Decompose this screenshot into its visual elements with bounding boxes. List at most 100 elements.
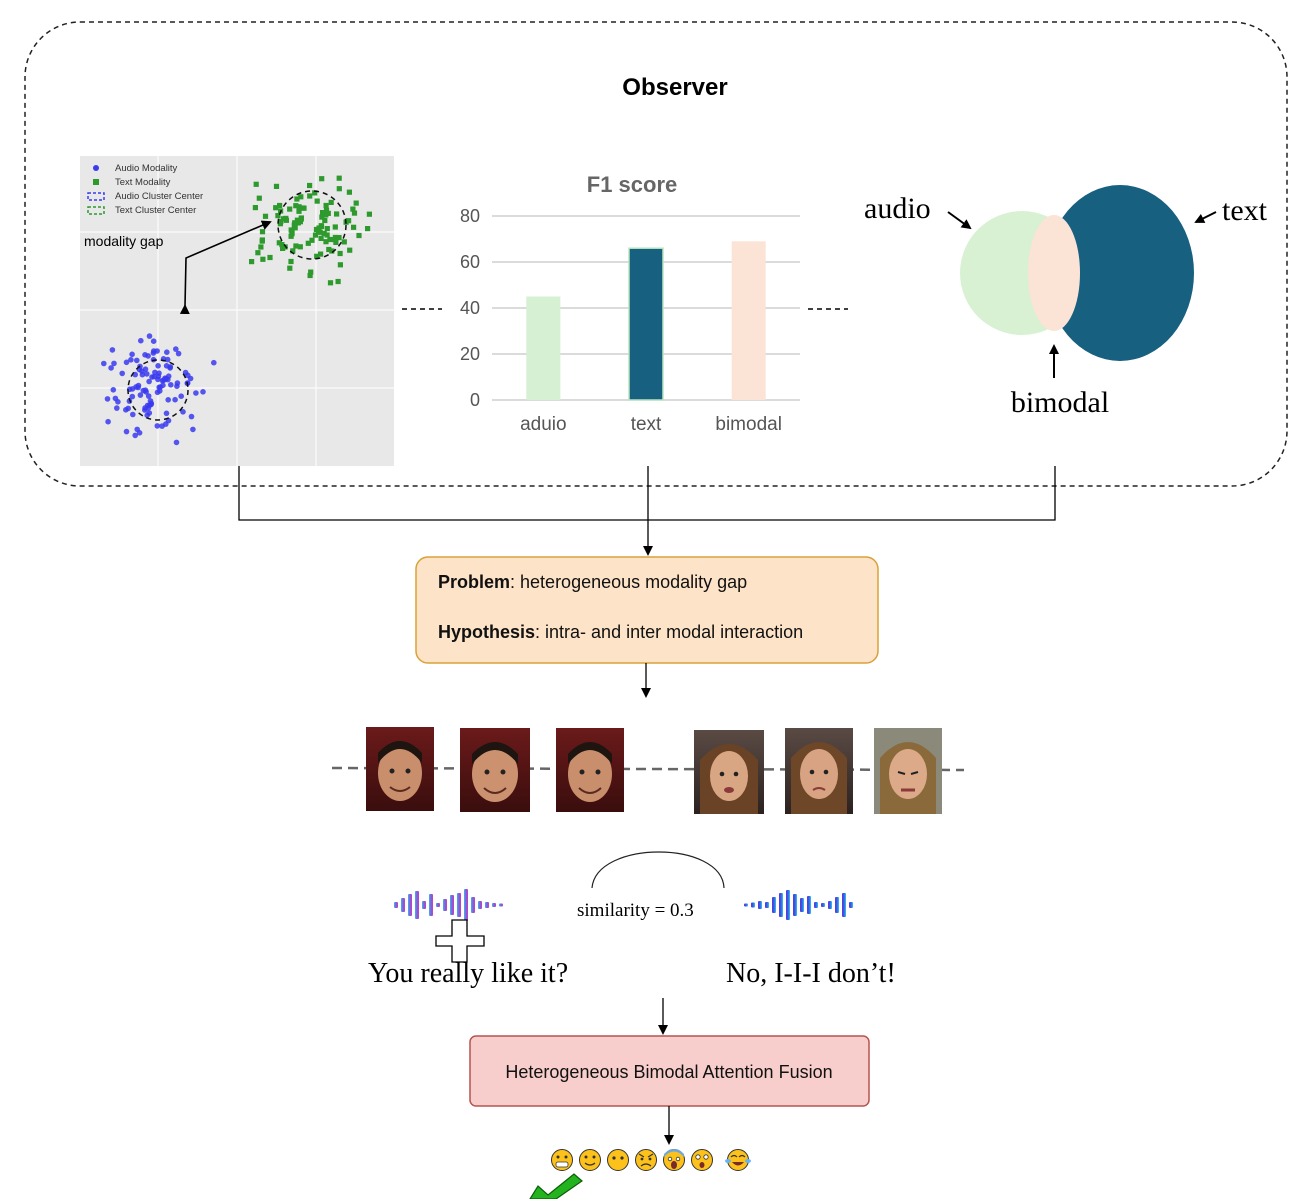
venn-text-circle: [1046, 185, 1194, 361]
waveform-bar: [758, 901, 762, 909]
astonished-face-icon: [691, 1149, 713, 1171]
audio-point: [129, 393, 136, 400]
problem-line: Problem: heterogeneous modality gap: [438, 572, 747, 592]
text-point: [294, 217, 300, 223]
audio-point: [132, 432, 138, 439]
text-point: [301, 205, 307, 211]
text-point: [346, 189, 352, 195]
text-point: [323, 207, 330, 213]
text-point: [314, 198, 320, 204]
audio-point: [146, 410, 153, 416]
text-point: [312, 232, 319, 238]
waveform-bar: [744, 903, 748, 907]
waveform-bar: [800, 898, 804, 912]
text-point: [273, 205, 279, 211]
audio-point: [188, 413, 195, 420]
text-point: [287, 265, 293, 271]
similarity-arc: [591, 851, 725, 889]
audio-point: [190, 426, 196, 433]
legend-text-center-marker: [87, 206, 105, 215]
text-point: [350, 206, 356, 212]
audio-point: [165, 397, 171, 403]
venn-diagram: audio text bimodal: [864, 185, 1268, 419]
text-point: [249, 259, 255, 265]
chart-x-ticks: aduio text bimodal: [520, 414, 782, 435]
audio-point: [173, 346, 179, 352]
text-point: [288, 227, 294, 233]
observer-connectors: [238, 466, 1056, 556]
text-point: [333, 239, 339, 245]
text-point: [319, 214, 325, 220]
audio-point: [115, 399, 121, 405]
audio-point: [175, 350, 182, 357]
waveform-bar: [408, 894, 412, 916]
text-point: [321, 230, 327, 237]
chart-x-tick-label: bimodal: [715, 414, 782, 435]
audio-point: [129, 351, 135, 358]
waveform-bar: [457, 893, 461, 917]
legend-text-label: Text Modality: [115, 177, 171, 188]
audio-point: [172, 396, 178, 403]
utterance-2: No, I-I-I don’t!: [726, 958, 896, 989]
text-point: [260, 256, 266, 262]
text-point: [309, 237, 315, 243]
text-point: [297, 219, 303, 225]
text-point: [337, 262, 343, 268]
similarity-label: similarity = 0.3: [577, 900, 694, 921]
audio-point: [144, 371, 150, 377]
text-point: [346, 218, 352, 224]
audio-point: [147, 402, 153, 408]
waveform-bar: [828, 901, 832, 909]
text-point: [298, 216, 304, 222]
utterance-1: You really like it?: [368, 958, 568, 989]
text-point: [277, 221, 283, 227]
text-point: [305, 240, 311, 246]
face-frame: [366, 727, 434, 811]
chart-bars: [526, 241, 766, 401]
waveform-bar: [422, 901, 426, 909]
audio-point: [155, 363, 161, 369]
text-point: [296, 204, 302, 210]
text-point: [324, 232, 330, 238]
audio-point: [123, 359, 130, 366]
text-point: [366, 211, 372, 217]
text-point: [290, 248, 296, 254]
text-point: [291, 222, 297, 228]
audio-point: [187, 375, 194, 382]
audio-point: [137, 392, 144, 398]
text-point: [336, 235, 342, 241]
scatter-legend: Audio Modality Text Modality Audio Clust…: [87, 163, 203, 216]
text-point: [323, 239, 329, 245]
audio-point: [123, 428, 130, 435]
audio-point: [163, 363, 170, 369]
waveform-bar: [779, 893, 783, 917]
face-frame: [785, 728, 853, 814]
waveform-bar: [492, 903, 496, 907]
text-point: [323, 202, 329, 209]
waveform-bar: [485, 902, 489, 908]
audio-point: [136, 430, 143, 436]
waveform-bar: [807, 896, 811, 914]
text-point: [365, 226, 371, 232]
audio-point: [168, 382, 174, 388]
video-timeline: [331, 766, 965, 772]
audio-point: [193, 390, 199, 396]
waveform-bar: [499, 903, 503, 907]
text-point: [283, 215, 289, 221]
face-frame: [460, 728, 530, 812]
text-point: [258, 244, 264, 250]
text-point: [353, 200, 359, 206]
legend-audio-marker: [93, 165, 99, 171]
text-point: [289, 231, 295, 237]
audio-point: [138, 337, 144, 344]
text-point: [293, 243, 299, 249]
text-point: [267, 254, 273, 261]
audio-point: [211, 359, 217, 366]
text-point: [332, 224, 338, 230]
text-point: [341, 239, 347, 245]
problem-hypothesis-box: Problem: heterogeneous modality gap Hypo…: [415, 556, 879, 664]
f1-bar-chart: F1 score 0 20 40 60 80 aduio text bimodal: [460, 172, 800, 435]
text-point: [312, 190, 318, 196]
audio-point: [109, 347, 116, 353]
audio-point: [128, 357, 134, 363]
